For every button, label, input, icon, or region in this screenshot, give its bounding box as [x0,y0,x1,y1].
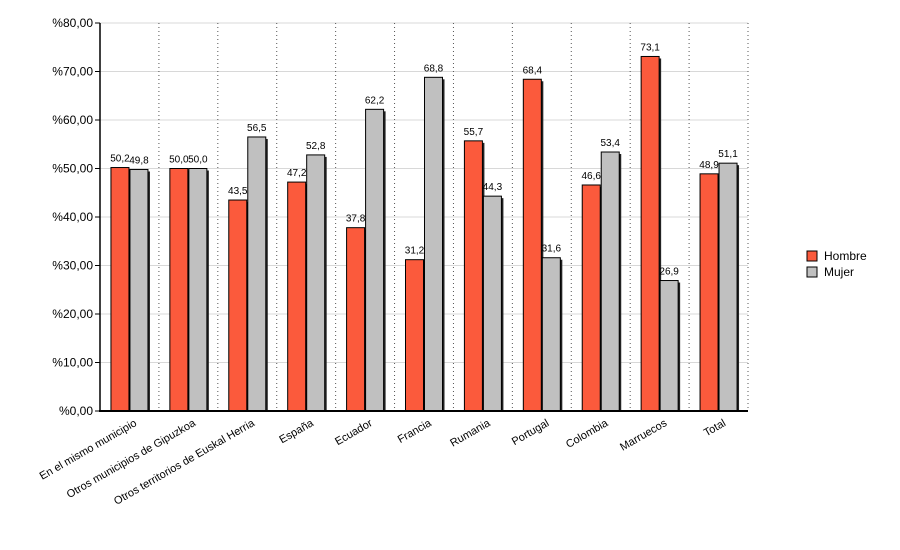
bar-hombre [463,140,483,412]
value-label: 37,8 [346,214,366,225]
bar-hombre [110,167,130,412]
bar-hombre [581,184,601,412]
y-tick-label: %30,00 [52,259,93,273]
y-tick-label: %80,00 [52,16,93,30]
value-label: 44,3 [483,182,503,193]
value-label: 68,8 [424,63,444,74]
value-label: 49,8 [129,155,149,166]
bar-mujer [365,108,385,412]
value-label: 50,0 [169,155,189,166]
x-tick-label: España [277,417,316,446]
bar-mujer [188,168,208,412]
value-label: 73,1 [640,42,660,53]
axes [95,22,748,412]
x-tick-label: Colombia [564,417,611,451]
bar-mujer [600,151,620,412]
value-label: 48,9 [699,160,719,171]
legend-swatch-mujer [806,266,818,278]
bars [110,55,740,412]
legend-label-mujer: Mujer [824,265,854,279]
bar-hombre [228,199,248,412]
bar-mujer [129,168,149,412]
value-label: 51,1 [718,149,738,160]
bar-mujer [424,76,443,412]
value-label: 31,2 [405,246,425,257]
value-label: 43,5 [228,186,248,197]
value-label: 46,6 [581,171,601,182]
y-tick-label: %20,00 [52,307,93,321]
value-label: 56,5 [247,123,267,134]
bar-hombre [169,168,189,412]
bar-mujer [718,162,738,412]
y-tick-label: %70,00 [52,65,93,79]
bar-mujer [247,136,267,412]
value-label: 68,4 [523,65,543,76]
bar-hombre [405,259,424,412]
x-tick-label: Ecuador [333,417,375,448]
value-label: 55,7 [464,127,484,138]
bar-mujer [541,257,561,412]
x-tick-label: En el mismo municipio [38,417,139,482]
y-tick-label: %0,00 [59,404,93,418]
value-label: 50,2 [110,154,130,165]
bar-mujer [306,154,326,412]
bar-mujer [482,195,502,412]
bar-hombre [287,181,307,412]
value-label: 26,9 [659,267,679,278]
x-tick-label: Rumania [448,417,493,450]
y-tick-label: %10,00 [52,356,93,370]
legend-label-hombre: Hombre [824,249,867,263]
bar-mujer [659,280,679,412]
y-tick-label: %40,00 [52,210,93,224]
value-label: 62,2 [365,95,385,106]
bar-hombre [699,173,719,412]
y-tick-label: %60,00 [52,113,93,127]
x-tick-label: Francia [396,417,435,446]
x-tick-label: Marruecos [618,417,669,454]
x-tick-label: Portugal [510,417,551,448]
legend: Hombre Mujer [806,249,867,279]
bar-hombre [522,78,542,412]
value-labels: 50,2 49,8 50,0 50,0 43,5 56,5 47,2 52,8 37,8 62,2… [110,42,738,277]
y-tick-label: %50,00 [52,162,93,176]
value-label: 50,0 [188,155,208,166]
value-label: 47,2 [287,168,307,179]
bar-hombre [346,227,366,412]
bar-hombre [640,55,660,412]
legend-swatch-hombre [806,250,818,262]
value-label: 52,8 [306,141,326,152]
value-label: 31,6 [542,244,562,255]
value-label: 53,4 [600,138,620,149]
x-tick-label: Total [702,417,728,439]
